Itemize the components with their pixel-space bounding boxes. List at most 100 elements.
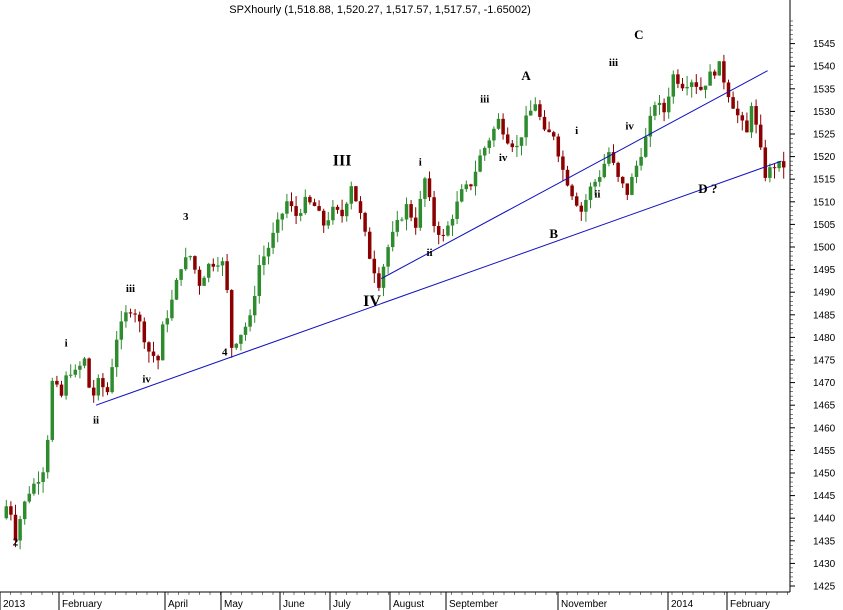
candle <box>262 245 266 276</box>
candle <box>758 114 763 151</box>
y-tick-label: 1425 <box>813 582 836 593</box>
candle <box>436 221 441 245</box>
candle <box>712 69 717 79</box>
candle <box>689 79 694 98</box>
candle <box>768 163 772 183</box>
y-tick-label: 1445 <box>813 491 836 502</box>
candle <box>105 382 110 396</box>
candle <box>308 195 312 205</box>
candle <box>321 208 326 233</box>
x-tick-label: February <box>730 599 770 610</box>
candle <box>50 377 55 442</box>
candle <box>597 170 602 187</box>
candle <box>294 196 298 225</box>
candle <box>542 110 547 132</box>
candle <box>722 54 726 90</box>
candle <box>82 356 87 369</box>
y-tick-label: 1500 <box>813 243 836 254</box>
candle <box>565 165 570 187</box>
y-tick-label: 1430 <box>813 559 836 570</box>
candle <box>703 85 708 99</box>
candle <box>377 267 381 291</box>
candle <box>432 190 436 233</box>
candle <box>487 137 492 154</box>
candle <box>32 478 36 496</box>
candle <box>717 61 722 76</box>
wave-label: iii <box>126 283 135 295</box>
trendline <box>380 70 768 280</box>
candle <box>96 374 101 401</box>
candle <box>280 212 285 231</box>
candle <box>561 150 565 181</box>
candle <box>271 222 275 254</box>
candle <box>289 192 294 212</box>
y-tick-label: 1480 <box>813 333 836 344</box>
wave-label: ii <box>594 188 600 200</box>
candle <box>4 499 9 520</box>
candle <box>390 221 395 252</box>
x-tick-label: 2014 <box>671 599 694 610</box>
candle <box>179 269 183 286</box>
wave-label: D ? <box>698 181 717 196</box>
trendline <box>95 160 782 406</box>
candle <box>666 87 671 119</box>
candle <box>87 357 91 389</box>
candle <box>657 95 662 115</box>
candle <box>464 180 469 192</box>
candle <box>763 139 768 182</box>
candle <box>257 254 262 304</box>
y-tick-label: 1545 <box>813 39 836 50</box>
candle <box>735 100 740 124</box>
candle <box>620 176 625 188</box>
candle <box>68 364 73 379</box>
candle <box>211 258 216 272</box>
candle <box>188 255 193 261</box>
candle <box>13 504 18 548</box>
y-tick-label: 1495 <box>813 265 836 276</box>
candle <box>616 161 620 183</box>
candle <box>630 173 634 196</box>
candle <box>708 64 712 86</box>
candle <box>570 183 574 201</box>
y-tick-label: 1510 <box>813 197 836 208</box>
y-tick-label: 1485 <box>813 310 836 321</box>
y-tick-label: 1535 <box>813 84 836 95</box>
candle <box>193 255 197 274</box>
candle <box>634 160 639 184</box>
candle <box>386 244 390 274</box>
candle <box>418 190 423 231</box>
candle <box>625 183 630 201</box>
candle <box>593 178 597 196</box>
candle <box>607 147 611 167</box>
candle <box>156 354 160 370</box>
candle <box>367 227 372 260</box>
candle <box>36 471 41 495</box>
candle <box>197 266 202 295</box>
candle <box>574 192 579 207</box>
candle <box>174 277 179 301</box>
candle <box>234 343 239 350</box>
x-tick-label: May <box>224 599 243 610</box>
y-tick-label: 1475 <box>813 356 836 367</box>
wave-label: iv <box>499 152 508 164</box>
y-tick-label: 1525 <box>813 130 836 141</box>
candle <box>119 310 124 350</box>
wave-label: III <box>333 153 352 170</box>
candle <box>22 500 27 525</box>
candle <box>91 379 96 403</box>
candle-series <box>4 54 786 550</box>
candle <box>354 185 358 202</box>
y-tick-label: 1505 <box>813 220 836 231</box>
trendline-group <box>95 70 782 406</box>
candle <box>538 100 542 121</box>
candle <box>639 148 643 171</box>
candle <box>110 358 114 394</box>
wave-label: 2 <box>13 536 19 548</box>
x-tick-label: February <box>62 599 102 610</box>
candle <box>450 214 455 236</box>
candle <box>128 308 133 318</box>
candle <box>266 242 271 265</box>
candle <box>183 247 188 271</box>
x-tick-label: August <box>393 599 424 610</box>
y-tick-label: 1435 <box>813 536 836 547</box>
